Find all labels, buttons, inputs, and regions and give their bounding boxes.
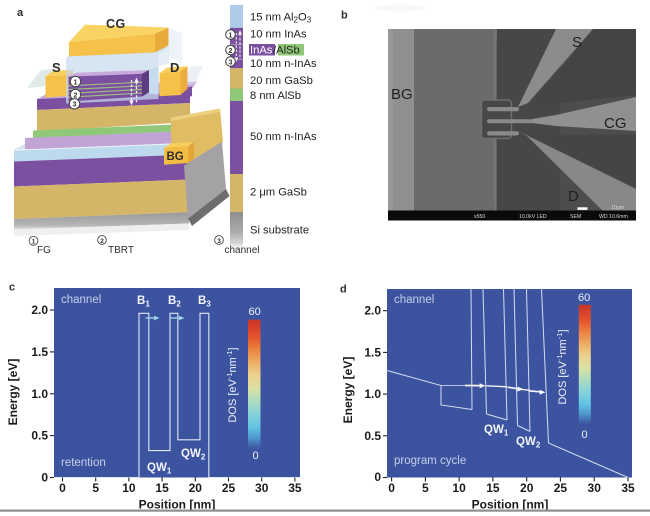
svg-text:FG: FG [37, 245, 51, 256]
svg-text:1: 1 [32, 239, 36, 246]
svg-text:CG: CG [106, 17, 126, 31]
svg-text:Energy [eV]: Energy [eV] [341, 357, 355, 424]
svg-text:0: 0 [582, 429, 588, 441]
svg-text:D: D [568, 188, 579, 205]
svg-text:1: 1 [229, 32, 233, 39]
svg-text:5: 5 [422, 481, 429, 495]
svg-text:3: 3 [217, 238, 221, 245]
svg-text:10μm: 10μm [611, 205, 624, 211]
svg-text:0.5: 0.5 [364, 429, 381, 443]
svg-text:1.0: 1.0 [364, 387, 381, 401]
svg-text:2: 2 [229, 48, 233, 55]
svg-text:2.0: 2.0 [364, 304, 381, 318]
svg-text:25: 25 [554, 481, 568, 495]
svg-text:0.5: 0.5 [31, 429, 48, 443]
svg-text:15: 15 [486, 481, 500, 495]
svg-text:1.5: 1.5 [364, 345, 381, 359]
svg-text:channel: channel [225, 245, 260, 256]
svg-text:30: 30 [588, 481, 602, 495]
svg-text:DOS [eV-1nm-1]: DOS [eV-1nm-1] [555, 329, 569, 404]
svg-text:0: 0 [374, 470, 381, 484]
svg-text:10 nm n-InAs: 10 nm n-InAs [250, 58, 317, 70]
svg-text:program cycle: program cycle [394, 455, 466, 467]
svg-text:8 nm AlSb: 8 nm AlSb [250, 90, 301, 102]
svg-text:30: 30 [255, 481, 269, 495]
svg-text:x550: x550 [474, 214, 485, 220]
svg-text:10: 10 [452, 481, 466, 495]
svg-text:20: 20 [189, 481, 203, 495]
svg-text:Energy [eV]: Energy [eV] [6, 359, 20, 426]
svg-text:2 μm GaSb: 2 μm GaSb [250, 187, 307, 199]
svg-text:D: D [170, 60, 179, 75]
svg-text:0: 0 [388, 481, 395, 495]
svg-text:20 nm GaSb: 20 nm GaSb [250, 75, 313, 87]
svg-text:1.5: 1.5 [31, 345, 48, 359]
svg-text:QW1: QW1 [484, 424, 509, 438]
svg-text:15 nm Al2O3: 15 nm Al2O3 [250, 12, 312, 25]
svg-text:c: c [9, 282, 15, 294]
svg-text:25: 25 [222, 481, 236, 495]
svg-text:0: 0 [253, 450, 259, 462]
svg-text:35: 35 [621, 481, 635, 495]
svg-text:SEM: SEM [570, 214, 581, 220]
svg-text:3: 3 [229, 59, 233, 66]
svg-text:10 nm InAs: 10 nm InAs [250, 29, 307, 41]
svg-text:BG: BG [167, 151, 184, 163]
svg-text:b: b [341, 10, 348, 22]
svg-text:1.0: 1.0 [31, 387, 48, 401]
svg-text:10.0kV LED: 10.0kV LED [519, 214, 547, 220]
svg-text:60: 60 [578, 292, 590, 304]
svg-text:S: S [572, 34, 582, 51]
svg-text:channel: channel [61, 294, 101, 306]
svg-text:3: 3 [73, 102, 77, 109]
svg-text:5: 5 [92, 481, 99, 495]
svg-text:20: 20 [520, 481, 534, 495]
svg-text:retention: retention [61, 457, 106, 469]
svg-text:a: a [17, 7, 24, 19]
svg-text:60: 60 [249, 306, 261, 318]
svg-text:QW2: QW2 [516, 436, 541, 450]
svg-text:CG: CG [604, 115, 627, 132]
svg-text:0: 0 [59, 481, 66, 495]
svg-text:2: 2 [100, 238, 104, 245]
svg-text:channel: channel [394, 294, 434, 306]
svg-text:WD 10.6mm: WD 10.6mm [599, 214, 628, 220]
svg-text:15: 15 [155, 481, 169, 495]
svg-text:DOS [eV-1nm-1]: DOS [eV-1nm-1] [225, 347, 239, 422]
svg-text:S: S [52, 60, 61, 75]
svg-text:1: 1 [74, 79, 78, 86]
svg-text:QW1: QW1 [147, 462, 172, 476]
svg-text:d: d [340, 284, 347, 296]
svg-text:10: 10 [122, 481, 136, 495]
svg-text:2.0: 2.0 [31, 303, 48, 317]
svg-text:InAs: InAs [250, 45, 273, 57]
svg-text:50 nm n-InAs: 50 nm n-InAs [250, 131, 317, 143]
svg-text:TBRT: TBRT [108, 245, 134, 256]
svg-text:35: 35 [288, 481, 302, 495]
svg-text:BG: BG [391, 86, 413, 103]
svg-text:2: 2 [74, 92, 78, 99]
svg-text:Position [nm]: Position [nm] [139, 498, 216, 512]
svg-text:Si substrate: Si substrate [250, 225, 309, 237]
svg-text:QW2: QW2 [181, 448, 206, 462]
svg-text:/AlSb: /AlSb [273, 45, 300, 57]
svg-text:0: 0 [41, 471, 48, 485]
svg-text:Position [nm]: Position [nm] [472, 498, 549, 512]
